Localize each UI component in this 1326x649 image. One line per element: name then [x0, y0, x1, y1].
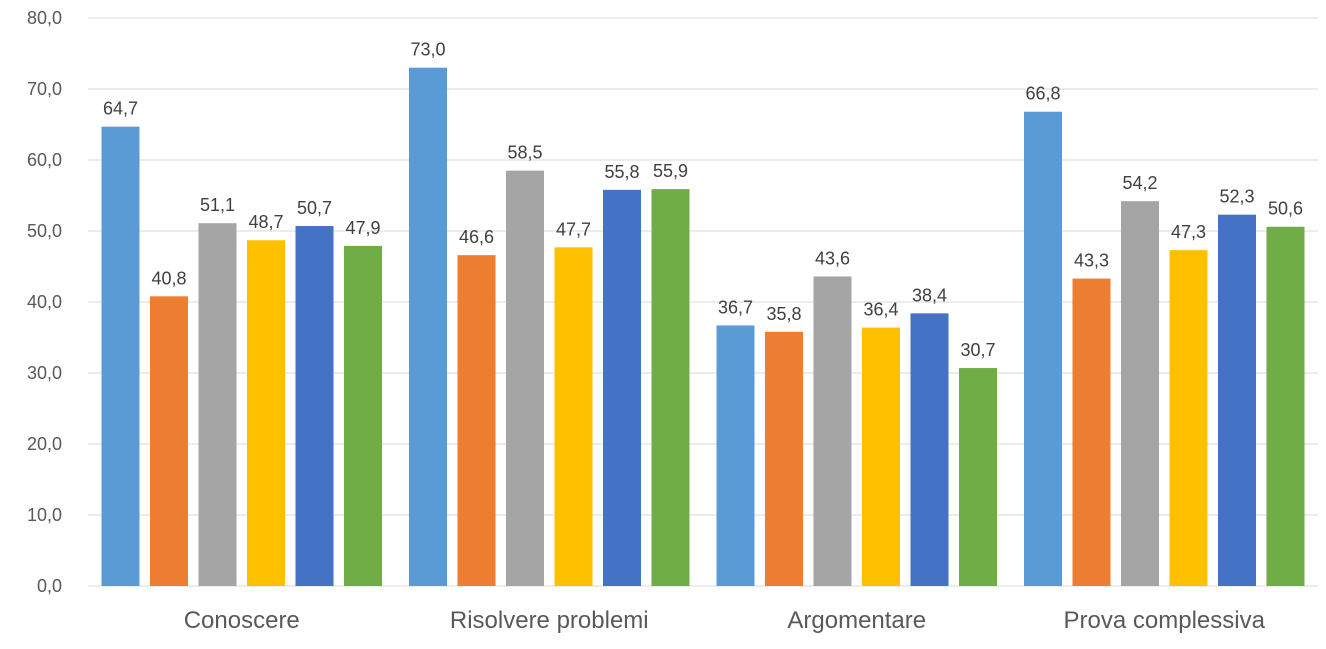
bar — [651, 189, 690, 587]
data-label: 47,3 — [1171, 222, 1206, 242]
y-tick-label: 80,0 — [27, 8, 62, 28]
data-label: 35,8 — [766, 304, 801, 324]
data-label: 54,2 — [1122, 173, 1157, 193]
bar — [409, 67, 447, 586]
data-label: 64,7 — [103, 99, 138, 119]
bar — [959, 368, 997, 586]
data-label: 66,8 — [1025, 84, 1060, 104]
bar — [344, 245, 382, 586]
bar — [765, 331, 803, 586]
y-tick-label: 70,0 — [27, 79, 62, 99]
data-label: 51,1 — [200, 195, 235, 215]
data-label: 47,9 — [345, 218, 380, 238]
data-label: 36,4 — [863, 300, 898, 320]
y-tick-label: 10,0 — [27, 505, 62, 525]
bar — [862, 327, 900, 586]
data-label: 73,0 — [410, 40, 445, 60]
data-labels: 64,7 40,8 51,1 48,7 50,7 47,9 73,0 46,6 58,5 47,7… — [103, 40, 1303, 360]
y-tick-label: 0,0 — [37, 576, 62, 596]
data-label: 52,3 — [1219, 187, 1254, 207]
y-tick-label: 40,0 — [27, 292, 62, 312]
bar — [1266, 226, 1305, 587]
data-label: 43,6 — [815, 248, 850, 268]
x-category-label: Conoscere — [184, 607, 300, 634]
bar — [506, 170, 544, 586]
x-category-label: Argomentare — [787, 607, 926, 634]
data-label: 50,6 — [1268, 199, 1303, 219]
data-label: 55,8 — [604, 162, 639, 182]
x-category-label: Risolvere problemi — [450, 607, 649, 634]
bar — [1169, 250, 1208, 587]
gridlines — [88, 17, 1318, 587]
data-label: 58,5 — [507, 143, 542, 163]
bars — [101, 67, 1305, 587]
data-label: 46,6 — [459, 227, 494, 247]
bar — [554, 247, 593, 586]
x-axis-category-labels: Conoscere Risolvere problemi Argomentare Pr… — [184, 607, 1266, 634]
bar — [247, 240, 285, 587]
data-label: 47,7 — [556, 219, 591, 239]
data-label: 40,8 — [151, 268, 186, 288]
bar — [1024, 111, 1062, 586]
bar — [457, 255, 496, 586]
data-label: 36,7 — [718, 297, 753, 317]
y-tick-label: 50,0 — [27, 221, 62, 241]
bar — [716, 325, 755, 586]
y-tick-label: 60,0 — [27, 150, 62, 170]
data-label: 50,7 — [297, 198, 332, 218]
bar — [910, 313, 949, 586]
data-label: 55,9 — [653, 161, 688, 181]
bar — [1072, 278, 1111, 586]
bar — [295, 226, 334, 586]
data-label: 48,7 — [248, 212, 283, 232]
x-category-label: Prova complessiva — [1064, 607, 1266, 634]
bar — [1121, 201, 1159, 586]
bar — [1218, 214, 1256, 587]
y-axis-tick-labels: 0,0 10,0 20,0 30,0 40,0 50,0 60,0 70,0 80,0 — [27, 8, 62, 596]
data-label: 38,4 — [912, 285, 947, 305]
bar — [198, 223, 237, 586]
y-tick-label: 30,0 — [27, 363, 62, 383]
bar — [813, 276, 852, 586]
bar — [101, 126, 140, 586]
bar — [603, 189, 641, 586]
y-tick-label: 20,0 — [27, 434, 62, 454]
bar — [150, 296, 188, 586]
data-label: 30,7 — [960, 340, 995, 360]
data-label: 43,3 — [1074, 251, 1109, 271]
